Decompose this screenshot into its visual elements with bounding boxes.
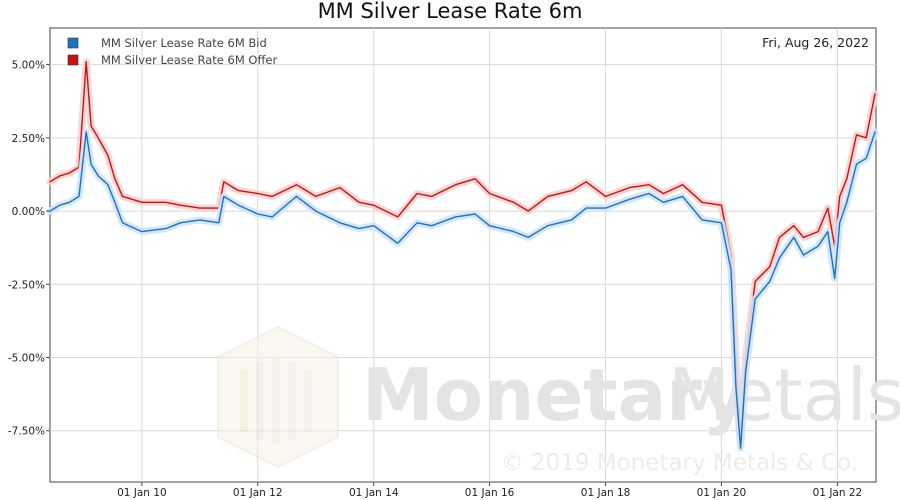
- date-label: Fri, Aug 26, 2022: [762, 35, 869, 50]
- x-tick-label: 01 Jan 14: [349, 487, 399, 499]
- x-tick-label: 01 Jan 20: [697, 487, 747, 499]
- watermark-registered: ®: [852, 367, 865, 382]
- legend-swatch-bid: [67, 37, 79, 49]
- series-layer: [46, 58, 879, 452]
- watermark-copyright: © 2019 Monetary Metals & Co.: [501, 450, 858, 476]
- y-tick-label: -7.50%: [8, 426, 45, 438]
- legend-label-offer: MM Silver Lease Rate 6M Offer: [101, 53, 277, 67]
- watermark-logo-icon: [217, 325, 339, 469]
- y-tick-label: -5.00%: [8, 353, 45, 365]
- x-tick-label: 01 Jan 16: [465, 487, 515, 499]
- legend-swatch-offer: [67, 54, 79, 66]
- legend: MM Silver Lease Rate 6M Bid MM Silver Le…: [67, 36, 277, 67]
- y-tick-label: -2.50%: [8, 279, 45, 291]
- series-line-bid: [49, 131, 876, 449]
- x-tick-label: 01 Jan 18: [581, 487, 631, 499]
- x-tick-label: 01 Jan 12: [233, 487, 283, 499]
- legend-label-bid: MM Silver Lease Rate 6M Bid: [101, 36, 267, 50]
- watermark-brand-left: Monetary: [362, 353, 749, 437]
- x-tick-label: 01 Jan 10: [117, 487, 167, 499]
- series-line-offer: [49, 61, 876, 441]
- y-tick-label: 5.00%: [12, 60, 45, 72]
- chart-title: MM Silver Lease Rate 6m: [318, 0, 583, 23]
- axes: 5.00% 2.50% 0.00% -2.50% -5.00% -7.50% 01 Jan …: [8, 60, 862, 499]
- x-tick-label: 01 Jan 22: [813, 487, 863, 499]
- y-tick-label: 2.50%: [12, 133, 45, 145]
- watermark-brand-right: Metals: [668, 353, 900, 437]
- watermark: Monetary Metals ® © 2019 Monetary Metals…: [217, 325, 900, 476]
- y-tick-label: 0.00%: [12, 206, 45, 218]
